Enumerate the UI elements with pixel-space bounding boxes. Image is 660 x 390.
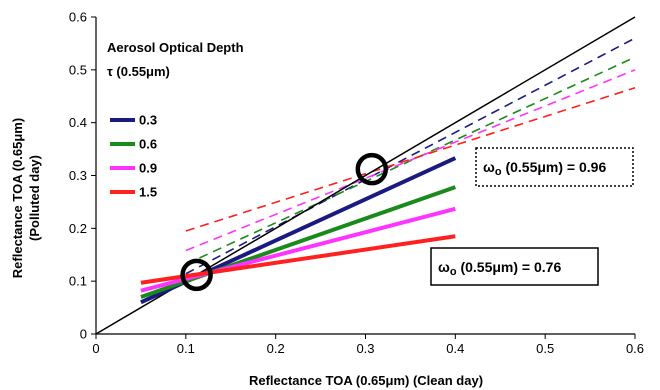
annotation-omega-076-box bbox=[430, 247, 599, 286]
legend: Aerosol Optical Depth τ (0.55μm) 0.30.60… bbox=[107, 40, 244, 200]
y-tick-label: 0.3 bbox=[69, 168, 87, 183]
x-axis-title: Reflectance TOA (0.65μm) (Clean day) bbox=[249, 373, 483, 388]
y-tick-label: 0.5 bbox=[69, 62, 87, 77]
annotation-omega-096-box bbox=[475, 147, 634, 187]
x-tick-label: 0.3 bbox=[356, 341, 374, 356]
dashed-series-line-0.9 bbox=[185, 69, 636, 252]
x-tick-label: 0.2 bbox=[267, 341, 285, 356]
dashed-series-line-0.3 bbox=[185, 37, 636, 275]
y-tick-label: 0.1 bbox=[69, 274, 87, 289]
x-tick-label: 0.5 bbox=[536, 341, 554, 356]
legend-label-0.3: 0.3 bbox=[139, 113, 157, 128]
y-tick-label: 0.2 bbox=[69, 221, 87, 236]
solid-series-line-0.9 bbox=[140, 206, 456, 293]
y-tick-label: 0 bbox=[80, 327, 87, 342]
y-tick-label: 0.4 bbox=[69, 115, 87, 130]
legend-label-0.6: 0.6 bbox=[139, 137, 157, 152]
dashed-series-line-1.5 bbox=[185, 87, 636, 232]
annotation-omega-096: ωo (0.55μm) = 0.96 bbox=[475, 147, 634, 187]
x-tick-label: 0.1 bbox=[177, 341, 195, 356]
x-tick-label: 0 bbox=[92, 341, 99, 356]
legend-label-1.5: 1.5 bbox=[139, 185, 157, 200]
legend-entries: 0.3 0.6 0.9 1.5 bbox=[110, 113, 157, 200]
solid-series-line-1.5 bbox=[140, 234, 456, 285]
tick-labels: 0 0.1 0.2 0.3 0.4 0.5 0.6 0 0.1 0.2 0.3 0.4 0.5 0.6 bbox=[69, 10, 644, 357]
y-axis-title-line1: Reflectance TOA (0.65μm) bbox=[10, 118, 25, 278]
axes bbox=[91, 16, 636, 339]
x-tick-label: 0.6 bbox=[626, 341, 644, 356]
legend-title-line2: τ (0.55μm) bbox=[107, 64, 170, 79]
highlight-circle-2 bbox=[355, 152, 389, 186]
legend-title-line1: Aerosol Optical Depth bbox=[107, 40, 244, 55]
x-tick-label: 0.4 bbox=[446, 341, 464, 356]
y-tick-label: 0.6 bbox=[69, 10, 87, 25]
plot-lines bbox=[95, 16, 636, 335]
annotation-omega-096-text: ωo (0.55μm) = 0.96 bbox=[483, 159, 606, 178]
highlight-circle-1 bbox=[180, 258, 213, 292]
y-axis-title: Reflectance TOA (0.65μm) (Polluted day) bbox=[10, 118, 42, 278]
y-axis-title-line2: (Polluted day) bbox=[27, 155, 42, 241]
annotation-omega-076: ωo (0.55μm) = 0.76 bbox=[430, 247, 599, 286]
annotation-omega-076-text: ωo (0.55μm) = 0.76 bbox=[438, 259, 561, 278]
legend-label-0.9: 0.9 bbox=[139, 161, 157, 176]
